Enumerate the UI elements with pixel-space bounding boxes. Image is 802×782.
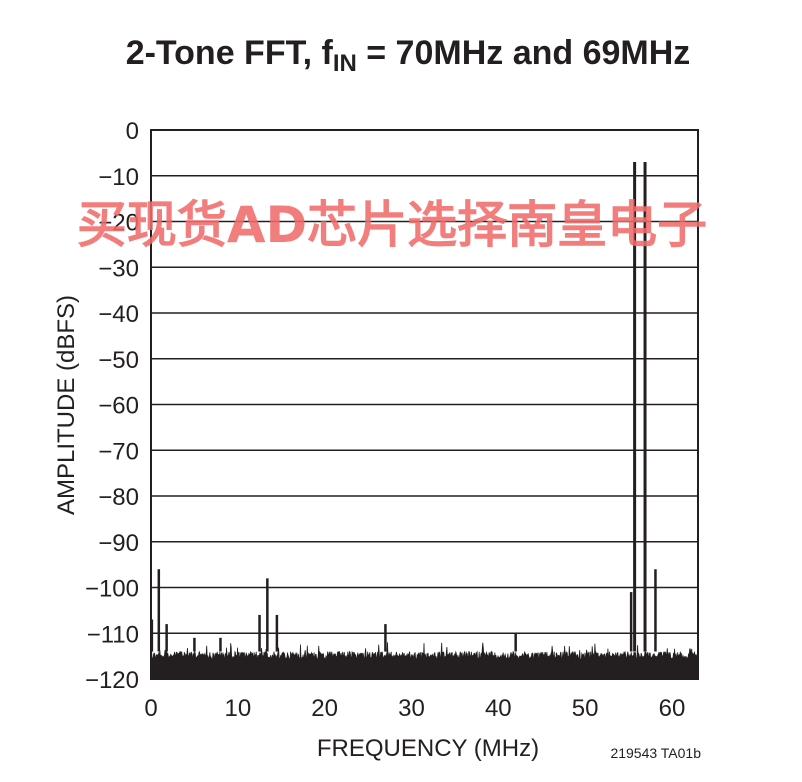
y-tick-label: −100 (85, 576, 139, 603)
chart-title-subscript: IN (333, 50, 357, 77)
y-tick-label: −50 (98, 347, 139, 374)
y-tick-label: −120 (85, 667, 139, 694)
x-tick-labels: 0 10 20 30 40 50 60 (144, 695, 685, 722)
y-tick-label: −10 (98, 164, 139, 191)
y-tick-label: −60 (98, 393, 139, 420)
x-tick-label: 10 (224, 695, 251, 722)
grid-lines (151, 175, 698, 634)
chart-title-main: 2-Tone FFT, f (126, 34, 334, 72)
x-tick-label: 20 (311, 695, 338, 722)
x-tick-label: 60 (659, 695, 686, 722)
chart-title-rest: = 70MHz and 69MHz (357, 34, 690, 72)
noise-floor-area (150, 642, 699, 680)
y-axis-label: AMPLITUDE (dBFS) (53, 295, 80, 515)
y-tick-label: −30 (98, 255, 139, 282)
y-tick-label: −40 (98, 301, 139, 328)
y-tick-labels: 0 −10 −20 −30 −40 −50 −60 −70 −80 −90 −100 −110 −120 (85, 118, 139, 694)
watermark-text: 买现货AD芯片选择南皇电子 (77, 196, 707, 254)
x-tick-label: 50 (572, 695, 599, 722)
plot-frame (150, 129, 699, 680)
noise-floor (150, 642, 699, 680)
y-tick-label: −20 (98, 210, 139, 237)
x-tick-label: 0 (144, 695, 157, 722)
y-tick-label: 0 (126, 118, 139, 145)
y-tick-label: −70 (98, 438, 139, 465)
figure-id: 219543 TA01b (610, 745, 701, 761)
chart-title: 2-Tone FFT, fIN = 70MHz and 69MHz (126, 34, 691, 77)
x-tick-label: 40 (485, 695, 512, 722)
y-tick-label: −80 (98, 484, 139, 511)
x-tick-label: 30 (398, 695, 425, 722)
y-tick-label: −110 (87, 621, 139, 648)
x-axis-label: FREQUENCY (MHz) (317, 735, 539, 762)
y-tick-label: −90 (98, 530, 139, 557)
